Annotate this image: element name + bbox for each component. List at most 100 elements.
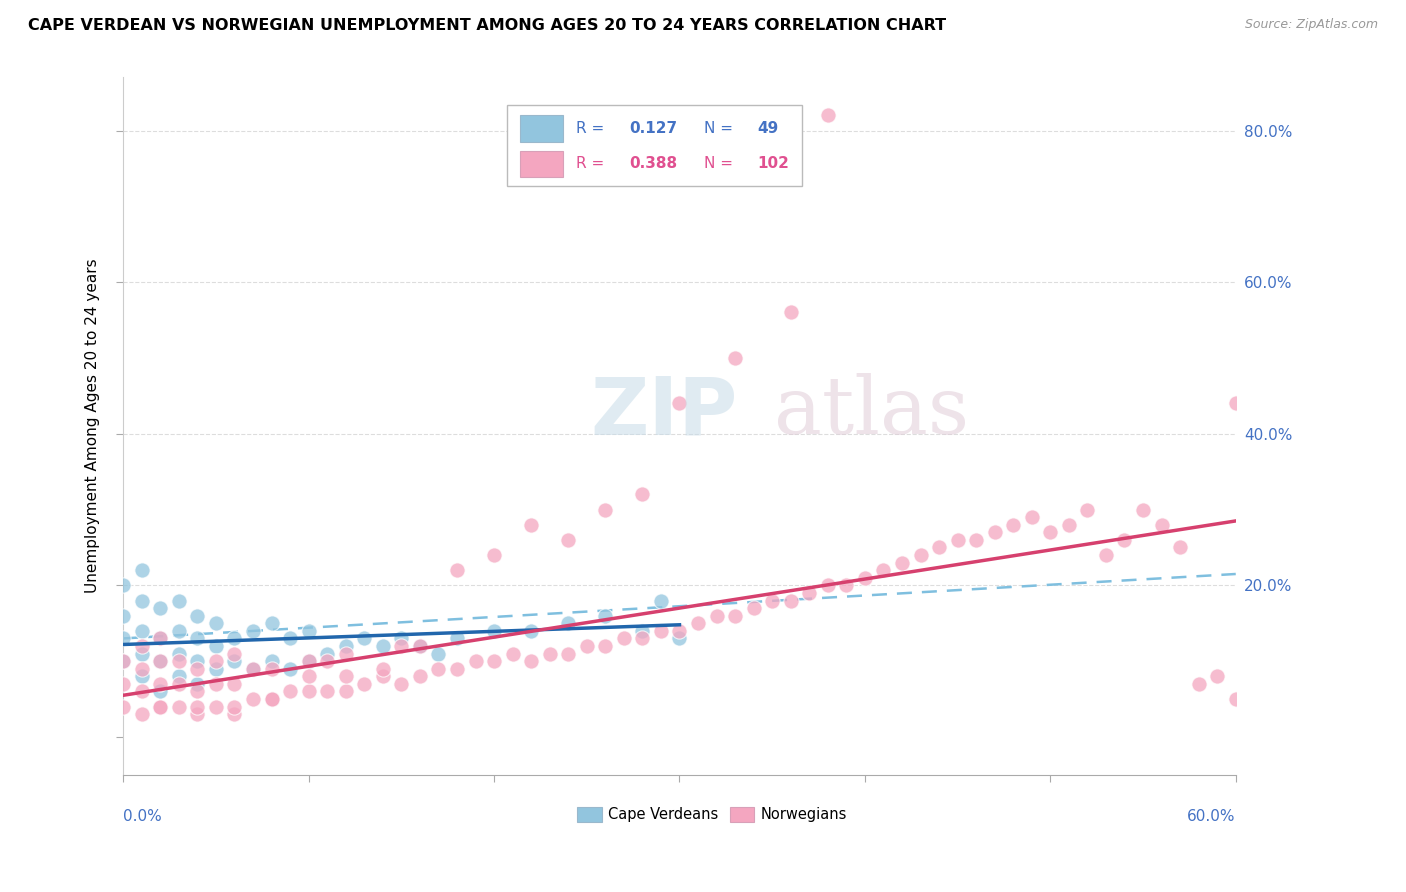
Point xyxy=(149,632,172,646)
Point xyxy=(724,351,747,365)
Point xyxy=(464,654,486,668)
Point xyxy=(427,647,450,661)
Point xyxy=(335,639,357,653)
Text: 49: 49 xyxy=(758,120,779,136)
Point xyxy=(316,654,339,668)
Point xyxy=(224,647,246,661)
Point xyxy=(167,699,190,714)
Point xyxy=(298,669,321,683)
Text: Norwegians: Norwegians xyxy=(761,807,846,822)
Point xyxy=(1002,517,1025,532)
Point xyxy=(631,487,654,501)
Point xyxy=(650,624,672,638)
Point xyxy=(835,578,858,592)
Text: 0.0%: 0.0% xyxy=(124,809,162,824)
Point xyxy=(316,647,339,661)
Point xyxy=(316,684,339,698)
Point xyxy=(631,632,654,646)
Point xyxy=(631,624,654,638)
Point xyxy=(131,669,153,683)
Point xyxy=(1225,692,1247,706)
Point xyxy=(149,699,172,714)
Point xyxy=(149,684,172,698)
Point xyxy=(112,578,135,592)
Point xyxy=(260,654,283,668)
Point xyxy=(575,639,598,653)
Point xyxy=(668,632,690,646)
Point xyxy=(595,639,617,653)
Point xyxy=(446,662,468,676)
Point xyxy=(779,593,801,607)
Point xyxy=(482,654,505,668)
Point xyxy=(260,692,283,706)
Point xyxy=(371,662,394,676)
Point xyxy=(224,707,246,722)
Point xyxy=(242,662,264,676)
Point xyxy=(891,556,914,570)
Point xyxy=(482,624,505,638)
Point xyxy=(427,662,450,676)
Point xyxy=(482,548,505,562)
Point xyxy=(205,616,228,631)
Point xyxy=(167,647,190,661)
Point xyxy=(224,632,246,646)
Point xyxy=(298,654,321,668)
Point xyxy=(1188,677,1211,691)
Point xyxy=(149,677,172,691)
Point xyxy=(112,677,135,691)
Point xyxy=(389,677,412,691)
Point xyxy=(538,647,561,661)
Point xyxy=(112,654,135,668)
Point xyxy=(242,624,264,638)
Point xyxy=(910,548,932,562)
Point xyxy=(1225,396,1247,410)
Y-axis label: Unemployment Among Ages 20 to 24 years: Unemployment Among Ages 20 to 24 years xyxy=(86,259,100,593)
Point xyxy=(761,593,783,607)
Point xyxy=(686,616,709,631)
Point xyxy=(298,624,321,638)
Text: Cape Verdeans: Cape Verdeans xyxy=(609,807,718,822)
Point xyxy=(131,624,153,638)
Point xyxy=(557,616,579,631)
Text: 102: 102 xyxy=(758,156,789,171)
FancyBboxPatch shape xyxy=(730,807,754,822)
Point xyxy=(409,669,432,683)
Point xyxy=(389,632,412,646)
Point xyxy=(112,699,135,714)
Point xyxy=(131,662,153,676)
Point xyxy=(371,639,394,653)
Point xyxy=(149,699,172,714)
Text: Source: ZipAtlas.com: Source: ZipAtlas.com xyxy=(1244,18,1378,31)
Point xyxy=(298,684,321,698)
Point xyxy=(205,677,228,691)
Point xyxy=(167,593,190,607)
Point xyxy=(520,517,543,532)
Text: R =: R = xyxy=(576,120,609,136)
FancyBboxPatch shape xyxy=(520,151,562,178)
Point xyxy=(242,692,264,706)
Text: 0.388: 0.388 xyxy=(630,156,678,171)
Point xyxy=(371,669,394,683)
Point xyxy=(389,639,412,653)
Point xyxy=(186,677,208,691)
Text: atlas: atlas xyxy=(775,373,969,451)
Point xyxy=(502,647,524,661)
Point xyxy=(205,699,228,714)
Point xyxy=(260,662,283,676)
FancyBboxPatch shape xyxy=(576,807,602,822)
Point xyxy=(149,601,172,615)
Text: CAPE VERDEAN VS NORWEGIAN UNEMPLOYMENT AMONG AGES 20 TO 24 YEARS CORRELATION CHA: CAPE VERDEAN VS NORWEGIAN UNEMPLOYMENT A… xyxy=(28,18,946,33)
Point xyxy=(1114,533,1136,547)
Point xyxy=(1150,517,1173,532)
Point xyxy=(872,563,894,577)
Point xyxy=(149,654,172,668)
Point xyxy=(946,533,969,547)
Point xyxy=(1057,517,1080,532)
Point xyxy=(668,624,690,638)
Point xyxy=(260,616,283,631)
Point xyxy=(779,305,801,319)
Point xyxy=(928,541,950,555)
Point xyxy=(186,707,208,722)
Point xyxy=(186,632,208,646)
Point xyxy=(1132,502,1154,516)
